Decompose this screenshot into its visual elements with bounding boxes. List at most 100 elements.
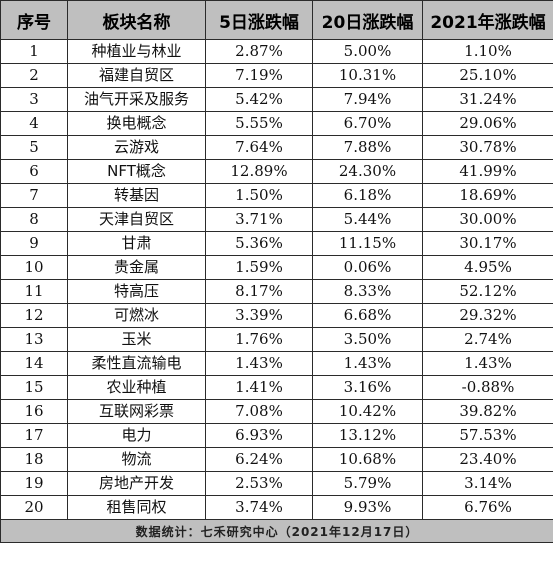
change-5d-cell: 1.59% bbox=[205, 255, 313, 280]
rank-cell: 10 bbox=[0, 255, 68, 280]
change-2021-cell: 1.10% bbox=[422, 39, 553, 64]
sector-name-cell: 租售同权 bbox=[67, 495, 206, 520]
change-20d-cell: 9.93% bbox=[312, 495, 423, 520]
header-sector-name: 板块名称 bbox=[67, 0, 206, 40]
change-20d-cell: 5.79% bbox=[312, 471, 423, 496]
table-row: 5 云游戏 7.64% 7.88% 30.78% bbox=[0, 135, 553, 160]
change-2021-cell: 23.40% bbox=[422, 447, 553, 472]
header-2021-change: 2021年涨跌幅 bbox=[422, 0, 553, 40]
table-row: 15 农业种植 1.41% 3.16% -0.88% bbox=[0, 375, 553, 400]
change-2021-cell: 1.43% bbox=[422, 351, 553, 376]
change-5d-cell: 1.76% bbox=[205, 327, 313, 352]
table-row: 20 租售同权 3.74% 9.93% 6.76% bbox=[0, 495, 553, 520]
change-20d-cell: 3.16% bbox=[312, 375, 423, 400]
table-row: 14 柔性直流输电 1.43% 1.43% 1.43% bbox=[0, 351, 553, 376]
change-20d-cell: 10.31% bbox=[312, 63, 423, 88]
table-row: 10 贵金属 1.59% 0.06% 4.95% bbox=[0, 255, 553, 280]
header-row: 序号 板块名称 5日涨跌幅 20日涨跌幅 2021年涨跌幅 bbox=[0, 0, 553, 40]
rank-cell: 17 bbox=[0, 423, 68, 448]
table-row: 19 房地产开发 2.53% 5.79% 3.14% bbox=[0, 471, 553, 496]
sector-name-cell: NFT概念 bbox=[67, 159, 206, 184]
change-20d-cell: 6.70% bbox=[312, 111, 423, 136]
change-2021-cell: 57.53% bbox=[422, 423, 553, 448]
change-20d-cell: 3.50% bbox=[312, 327, 423, 352]
footer-row: 数据统计：七禾研究中心（2021年12月17日） bbox=[0, 519, 553, 543]
change-2021-cell: 30.17% bbox=[422, 231, 553, 256]
rank-cell: 18 bbox=[0, 447, 68, 472]
change-5d-cell: 3.39% bbox=[205, 303, 313, 328]
sector-name-cell: 换电概念 bbox=[67, 111, 206, 136]
sector-name-cell: 云游戏 bbox=[67, 135, 206, 160]
sector-name-cell: 电力 bbox=[67, 423, 206, 448]
rank-cell: 19 bbox=[0, 471, 68, 496]
change-2021-cell: 29.06% bbox=[422, 111, 553, 136]
rank-cell: 4 bbox=[0, 111, 68, 136]
change-5d-cell: 2.53% bbox=[205, 471, 313, 496]
header-rank: 序号 bbox=[0, 0, 68, 40]
sector-name-cell: 甘肃 bbox=[67, 231, 206, 256]
table-row: 18 物流 6.24% 10.68% 23.40% bbox=[0, 447, 553, 472]
sector-name-cell: 转基因 bbox=[67, 183, 206, 208]
rank-cell: 14 bbox=[0, 351, 68, 376]
sector-name-cell: 互联网彩票 bbox=[67, 399, 206, 424]
change-20d-cell: 7.88% bbox=[312, 135, 423, 160]
change-20d-cell: 7.94% bbox=[312, 87, 423, 112]
rank-cell: 2 bbox=[0, 63, 68, 88]
change-5d-cell: 8.17% bbox=[205, 279, 313, 304]
rank-cell: 9 bbox=[0, 231, 68, 256]
sector-name-cell: 特高压 bbox=[67, 279, 206, 304]
sector-name-cell: 天津自贸区 bbox=[67, 207, 206, 232]
change-5d-cell: 5.36% bbox=[205, 231, 313, 256]
change-2021-cell: 4.95% bbox=[422, 255, 553, 280]
rank-cell: 5 bbox=[0, 135, 68, 160]
change-5d-cell: 6.24% bbox=[205, 447, 313, 472]
rank-cell: 16 bbox=[0, 399, 68, 424]
header-5d-change: 5日涨跌幅 bbox=[205, 0, 313, 40]
change-5d-cell: 3.74% bbox=[205, 495, 313, 520]
table-row: 12 可燃冰 3.39% 6.68% 29.32% bbox=[0, 303, 553, 328]
change-5d-cell: 2.87% bbox=[205, 39, 313, 64]
change-20d-cell: 13.12% bbox=[312, 423, 423, 448]
table-row: 11 特高压 8.17% 8.33% 52.12% bbox=[0, 279, 553, 304]
change-20d-cell: 24.30% bbox=[312, 159, 423, 184]
sector-performance-table: 序号 板块名称 5日涨跌幅 20日涨跌幅 2021年涨跌幅 1 种植业与林业 2.8… bbox=[0, 0, 553, 543]
change-2021-cell: -0.88% bbox=[422, 375, 553, 400]
change-5d-cell: 5.55% bbox=[205, 111, 313, 136]
change-20d-cell: 1.43% bbox=[312, 351, 423, 376]
change-20d-cell: 6.18% bbox=[312, 183, 423, 208]
change-5d-cell: 3.71% bbox=[205, 207, 313, 232]
change-2021-cell: 6.76% bbox=[422, 495, 553, 520]
change-20d-cell: 11.15% bbox=[312, 231, 423, 256]
change-2021-cell: 39.82% bbox=[422, 399, 553, 424]
table-row: 9 甘肃 5.36% 11.15% 30.17% bbox=[0, 231, 553, 256]
sector-name-cell: 房地产开发 bbox=[67, 471, 206, 496]
change-2021-cell: 18.69% bbox=[422, 183, 553, 208]
sector-name-cell: 油气开采及服务 bbox=[67, 87, 206, 112]
rank-cell: 6 bbox=[0, 159, 68, 184]
header-20d-change: 20日涨跌幅 bbox=[312, 0, 423, 40]
change-5d-cell: 5.42% bbox=[205, 87, 313, 112]
table-row: 4 换电概念 5.55% 6.70% 29.06% bbox=[0, 111, 553, 136]
change-5d-cell: 12.89% bbox=[205, 159, 313, 184]
sector-name-cell: 农业种植 bbox=[67, 375, 206, 400]
rank-cell: 7 bbox=[0, 183, 68, 208]
sector-name-cell: 福建自贸区 bbox=[67, 63, 206, 88]
table-body: 1 种植业与林业 2.87% 5.00% 1.10% 2 福建自贸区 7.19% 10.31% 2… bbox=[0, 39, 553, 520]
change-20d-cell: 8.33% bbox=[312, 279, 423, 304]
change-2021-cell: 41.99% bbox=[422, 159, 553, 184]
table-row: 17 电力 6.93% 13.12% 57.53% bbox=[0, 423, 553, 448]
table-row: 2 福建自贸区 7.19% 10.31% 25.10% bbox=[0, 63, 553, 88]
table-footer: 数据统计：七禾研究中心（2021年12月17日） bbox=[0, 519, 553, 543]
table-row: 3 油气开采及服务 5.42% 7.94% 31.24% bbox=[0, 87, 553, 112]
table-row: 16 互联网彩票 7.08% 10.42% 39.82% bbox=[0, 399, 553, 424]
data-source-note: 数据统计：七禾研究中心（2021年12月17日） bbox=[0, 519, 553, 543]
change-2021-cell: 2.74% bbox=[422, 327, 553, 352]
change-5d-cell: 6.93% bbox=[205, 423, 313, 448]
table-row: 6 NFT概念 12.89% 24.30% 41.99% bbox=[0, 159, 553, 184]
change-20d-cell: 6.68% bbox=[312, 303, 423, 328]
rank-cell: 1 bbox=[0, 39, 68, 64]
sector-name-cell: 种植业与林业 bbox=[67, 39, 206, 64]
table-row: 8 天津自贸区 3.71% 5.44% 30.00% bbox=[0, 207, 553, 232]
change-20d-cell: 10.68% bbox=[312, 447, 423, 472]
change-2021-cell: 29.32% bbox=[422, 303, 553, 328]
